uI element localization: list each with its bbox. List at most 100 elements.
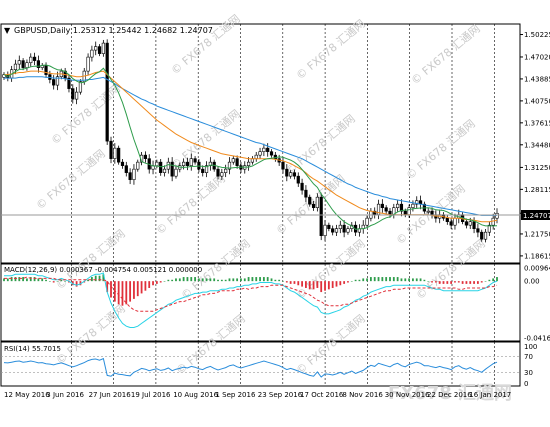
candle-body — [468, 221, 472, 226]
candle-body — [289, 172, 293, 177]
macd-bar — [415, 278, 418, 282]
candle-body — [75, 91, 79, 100]
candle-body — [185, 161, 190, 166]
macd-bar — [106, 281, 109, 293]
menu-arrow-icon[interactable]: ▼ — [4, 26, 11, 35]
ma-blue-line — [4, 76, 497, 216]
candle-body — [166, 161, 170, 170]
candle-body — [86, 56, 90, 72]
candle-body — [32, 56, 37, 61]
macd-bar — [56, 281, 59, 282]
time-tick-label: 23 Sep 2016 — [258, 391, 303, 399]
macd-bar — [163, 281, 166, 282]
macd-bar — [392, 277, 395, 282]
candle-body — [71, 88, 75, 100]
candle-body — [445, 217, 449, 222]
rsi-tick-label: 100 — [524, 343, 537, 351]
price-tick-label: 1.47020 — [524, 53, 550, 61]
candle-body — [384, 207, 388, 212]
macd-bar — [243, 278, 246, 282]
candle-body — [346, 228, 350, 233]
candle-body — [113, 147, 117, 159]
candle-body — [220, 172, 224, 177]
price-tick-label: 1.18615 — [524, 252, 550, 260]
price-tick-label: 1.40750 — [524, 97, 550, 105]
macd-bar — [71, 281, 74, 286]
candle-body — [342, 224, 346, 233]
macd-bar — [148, 281, 151, 288]
macd-bar — [3, 278, 5, 282]
macd-label: MACD(12,26,9) 0.000367 -0.004754 0.00512… — [4, 266, 202, 274]
candle-body — [281, 161, 285, 170]
macd-bar — [217, 279, 219, 282]
macd-bar — [140, 281, 143, 294]
price-tick-label: 1.50225 — [524, 31, 550, 39]
macd-bar — [228, 278, 231, 282]
price-tick-label: 1.34480 — [524, 141, 550, 149]
macd-pane[interactable] — [0, 263, 521, 342]
time-tick-label: 30 Nov 2016 — [385, 391, 430, 399]
macd-bar — [347, 281, 349, 283]
rsi-tick-label: 30 — [524, 369, 533, 377]
candle-body — [449, 221, 453, 226]
macd-bar — [496, 277, 498, 282]
time-tick-label: 16 Jan 2017 — [469, 391, 511, 399]
macd-bar — [442, 281, 445, 284]
macd-bar — [457, 281, 460, 283]
macd-bar — [446, 281, 449, 284]
candle-body — [246, 161, 251, 166]
macd-bar — [461, 281, 464, 284]
macd-bar — [282, 281, 284, 282]
candle-body — [182, 161, 186, 166]
macd-bar — [301, 281, 303, 287]
macd-bar — [389, 277, 391, 282]
candle-body — [101, 42, 105, 54]
candle-body — [97, 46, 102, 54]
macd-bar — [431, 281, 433, 283]
macd-bar — [60, 279, 63, 282]
macd-bar — [232, 278, 235, 282]
time-tick-label: 27 Jun 2016 — [89, 391, 132, 399]
candle-body — [331, 228, 335, 233]
candle-body — [120, 161, 125, 166]
candle-body — [415, 200, 419, 205]
macd-bar — [423, 279, 426, 282]
candle-body — [254, 154, 258, 159]
time-tick-label: 8 Nov 2016 — [342, 391, 383, 399]
candle-body — [216, 168, 220, 177]
chart-title: GBPUSD,Daily 1.25312 1.25442 1.24682 1.2… — [14, 26, 213, 35]
macd-bar — [133, 281, 135, 299]
macd-bar — [343, 281, 346, 284]
macd-bar — [205, 278, 208, 282]
macd-bar — [186, 277, 189, 282]
macd-bar — [251, 277, 254, 282]
candle-body — [487, 224, 491, 233]
macd-bar — [285, 281, 288, 283]
macd-bar — [79, 281, 82, 286]
macd-bar — [354, 279, 357, 282]
candle-body — [155, 161, 159, 166]
macd-bar — [14, 277, 17, 282]
macd-bar — [400, 278, 403, 282]
macd-bar — [484, 281, 487, 282]
macd-bar — [454, 281, 456, 283]
candle-body — [159, 161, 163, 173]
macd-bar — [377, 277, 380, 282]
candle-body — [193, 158, 197, 163]
rsi-pane[interactable] — [0, 341, 521, 387]
macd-bar — [45, 279, 47, 282]
macd-bar — [224, 279, 227, 282]
candle-body — [426, 210, 430, 213]
candle-body — [235, 158, 239, 166]
macd-bar — [408, 278, 411, 282]
macd-bar — [240, 278, 242, 282]
macd-bar — [182, 277, 185, 282]
macd-bar — [110, 281, 112, 298]
macd-bar — [434, 281, 437, 283]
candle-body — [453, 217, 457, 226]
candle-body — [189, 158, 193, 166]
candle-body — [170, 161, 174, 177]
macd-bar — [125, 281, 128, 305]
